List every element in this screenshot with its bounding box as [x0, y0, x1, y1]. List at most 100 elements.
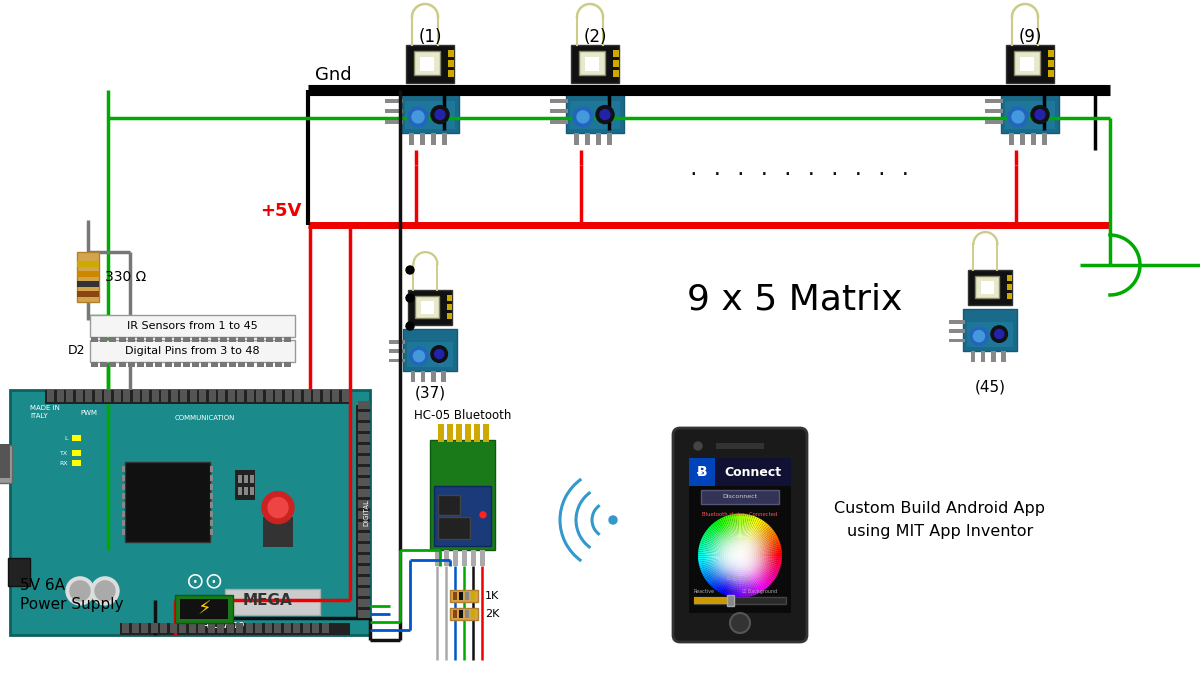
Bar [694, 597, 730, 604]
Circle shape [600, 109, 610, 119]
Bar [1020, 57, 1034, 71]
Bar [385, 109, 403, 113]
Bar [101, 337, 107, 342]
Bar [403, 329, 457, 371]
Bar [199, 390, 206, 402]
Bar [238, 390, 244, 402]
Bar [275, 362, 282, 367]
Wedge shape [740, 514, 744, 556]
Bar [444, 550, 449, 566]
Text: COMMUNICATION: COMMUNICATION [175, 415, 235, 421]
Bar [122, 475, 125, 481]
Wedge shape [721, 517, 740, 556]
Circle shape [730, 613, 750, 633]
Bar [421, 301, 433, 314]
Circle shape [706, 522, 774, 590]
Wedge shape [740, 556, 776, 578]
Bar [358, 478, 370, 486]
Circle shape [694, 442, 702, 450]
Circle shape [262, 491, 294, 524]
Text: ⚡: ⚡ [197, 599, 211, 618]
Bar [72, 450, 82, 456]
Bar [208, 623, 215, 633]
Bar [454, 610, 457, 618]
Bar [132, 623, 138, 633]
Wedge shape [706, 556, 740, 582]
Bar [90, 315, 295, 337]
Bar [229, 362, 236, 367]
Bar [284, 362, 292, 367]
Bar [77, 261, 98, 267]
Bar [109, 337, 116, 342]
Wedge shape [702, 556, 740, 576]
Wedge shape [740, 514, 751, 556]
Wedge shape [740, 556, 764, 591]
Circle shape [406, 266, 414, 274]
Bar [358, 456, 370, 464]
Text: Gnd: Gnd [314, 66, 352, 84]
Bar [122, 623, 130, 633]
Bar [689, 458, 791, 486]
Wedge shape [722, 556, 740, 595]
Bar [122, 502, 125, 508]
Bar [85, 390, 92, 402]
Bar [466, 424, 470, 442]
Wedge shape [740, 556, 780, 568]
Bar [438, 517, 470, 539]
Circle shape [16, 396, 40, 420]
Circle shape [434, 350, 444, 358]
Bar [727, 595, 734, 606]
Wedge shape [714, 522, 740, 556]
Wedge shape [704, 556, 740, 580]
Wedge shape [740, 556, 761, 593]
Circle shape [732, 547, 748, 564]
Bar [985, 109, 1003, 113]
Wedge shape [698, 547, 740, 556]
Bar [0, 444, 10, 478]
Wedge shape [709, 526, 740, 556]
Bar [238, 487, 242, 495]
Wedge shape [740, 556, 782, 558]
Wedge shape [740, 514, 749, 556]
Bar [580, 51, 605, 75]
Wedge shape [740, 554, 782, 556]
Wedge shape [740, 556, 781, 566]
Bar [450, 590, 478, 602]
Bar [263, 517, 293, 547]
Wedge shape [710, 556, 740, 587]
Circle shape [408, 107, 428, 127]
Text: (2): (2) [583, 28, 607, 46]
Wedge shape [740, 556, 746, 597]
Wedge shape [740, 541, 780, 556]
Wedge shape [722, 516, 740, 556]
Wedge shape [718, 519, 740, 556]
Wedge shape [740, 556, 749, 597]
Text: D2: D2 [67, 344, 85, 358]
Text: ☑ Background: ☑ Background [742, 589, 778, 594]
Bar [480, 550, 485, 566]
Bar [410, 371, 415, 382]
Wedge shape [719, 556, 740, 593]
Bar [689, 458, 715, 486]
Bar [275, 337, 282, 342]
Bar [114, 390, 120, 402]
Wedge shape [736, 556, 740, 597]
Bar [358, 445, 370, 453]
Bar [77, 271, 98, 277]
Wedge shape [740, 529, 774, 556]
Bar [122, 529, 125, 535]
Text: HC-05 Bluetooth: HC-05 Bluetooth [414, 409, 511, 422]
Wedge shape [740, 556, 742, 597]
Bar [431, 133, 436, 145]
Bar [985, 119, 1003, 124]
Bar [358, 412, 370, 420]
Bar [1007, 293, 1012, 300]
Circle shape [728, 543, 752, 568]
Bar [1009, 133, 1014, 145]
Text: MADE IN
ITALY: MADE IN ITALY [30, 405, 60, 418]
Text: IR Sensors from 1 to 45: IR Sensors from 1 to 45 [127, 321, 258, 331]
Bar [246, 390, 253, 402]
Bar [436, 550, 440, 566]
Bar [613, 60, 619, 67]
Bar [358, 555, 370, 563]
